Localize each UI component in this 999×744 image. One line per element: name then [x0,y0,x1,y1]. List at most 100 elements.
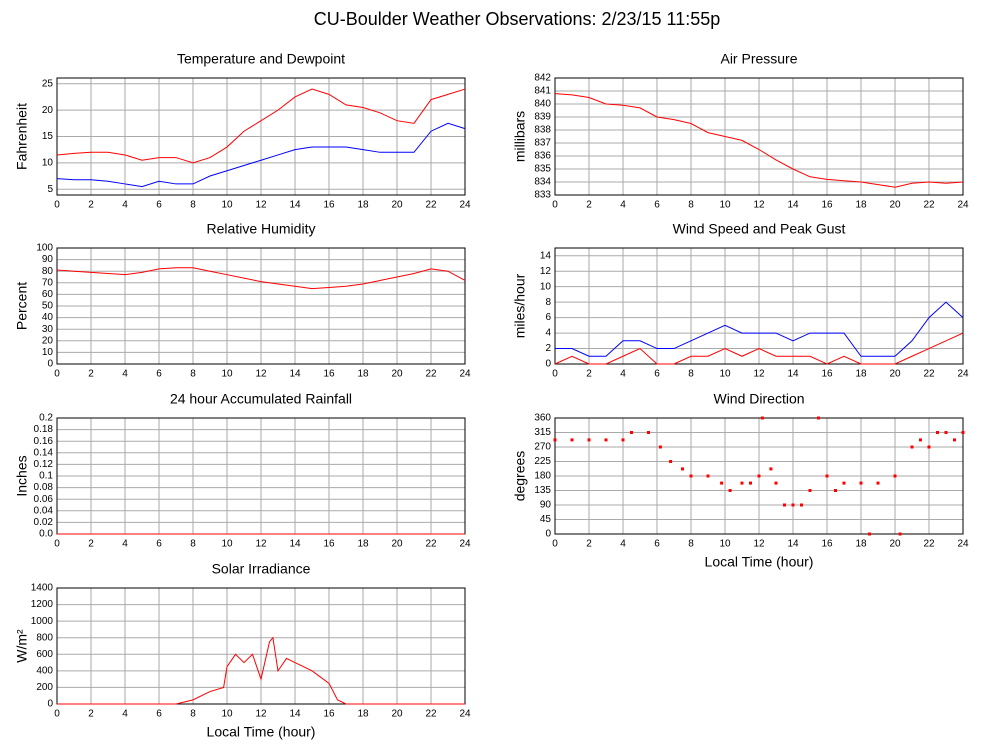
x-tick-label: 22 [425,369,437,380]
data-point [944,431,948,434]
y-axis-label: W/m² [14,629,30,663]
x-tick-label: 18 [855,539,867,550]
y-tick-label: 10 [42,347,54,358]
y-tick-label: 0.04 [34,505,54,516]
x-tick-label: 6 [654,539,660,550]
y-tick-label: 800 [36,632,53,643]
x-tick-label: 20 [391,369,403,380]
data-line [56,122,466,188]
x-tick-label: 20 [889,200,901,211]
data-point [760,416,764,420]
data-point [740,481,744,485]
x-tick-label: 0 [54,709,60,720]
x-tick-label: 0 [552,539,558,550]
data-point [791,503,795,507]
x-tick-label: 18 [855,369,867,380]
y-tick-label: 80 [42,266,54,277]
x-tick-label: 8 [190,369,196,380]
x-tick-label: 4 [620,539,626,550]
data-point [769,467,773,471]
data-point [842,481,846,485]
x-tick-label: 6 [654,200,660,211]
y-tick-label: 834 [534,177,551,188]
x-tick-label: 4 [122,539,128,550]
plot-frame [56,247,466,365]
y-tick-label: 200 [36,682,53,693]
x-axis-label: Local Time (hour) [207,724,316,740]
data-point [910,445,914,449]
y-tick-label: 15 [42,131,54,142]
x-tick-label: 16 [323,200,335,211]
chart-title: Solar Irradiance [212,561,311,577]
x-tick-label: 10 [719,369,731,380]
data-point [834,489,837,492]
data-point [553,438,557,442]
data-line [56,267,466,290]
data-point [757,474,761,478]
y-tick-label: 0.16 [34,436,54,447]
data-line [554,332,964,365]
chart-panel: Solar Irradiance W/m² Local Time (hour) 0 20… [14,561,471,740]
x-tick-label: 6 [156,369,162,380]
data-line [555,301,964,357]
y-tick-label: 25 [42,78,54,89]
x-tick-label: 18 [357,539,369,550]
data-point [898,532,902,536]
x-tick-label: 24 [957,539,969,550]
y-tick-label: 6 [545,312,551,323]
x-tick-label: 18 [357,369,369,380]
data-point [728,489,732,492]
x-tick-label: 6 [156,539,162,550]
x-tick-label: 18 [357,709,369,720]
y-tick-label: 0 [545,529,551,540]
data-point [720,481,724,485]
x-tick-label: 10 [221,709,233,720]
x-tick-label: 18 [357,200,369,211]
data-line [554,93,964,188]
data-point [630,431,633,434]
plot-frame [554,77,964,196]
y-tick-label: 841 [534,86,551,97]
x-tick-label: 16 [323,369,335,380]
plot-frame [554,417,964,535]
y-tick-label: 0.08 [34,482,54,493]
x-tick-label: 16 [323,539,335,550]
data-point [953,438,956,442]
y-tick-label: 90 [42,254,54,265]
x-tick-label: 6 [156,200,162,211]
data-point [681,467,684,471]
y-tick-label: 70 [42,277,54,288]
x-tick-label: 14 [787,369,799,380]
data-point [783,503,786,507]
x-axis-label: Local Time (hour) [705,554,814,570]
chart-panel: Wind Direction degrees Local Time (hour) 0 4… [512,391,969,570]
chart-panel: 24 hour Accumulated RainfallInches0.00.0… [14,391,471,550]
chart-title: Temperature and Dewpoint [177,51,345,67]
data-point [587,438,591,442]
x-tick-label: 24 [957,369,969,380]
x-tick-label: 2 [586,369,592,380]
x-tick-label: 16 [323,709,335,720]
x-tick-label: 2 [88,709,94,720]
y-tick-label: 100 [36,243,53,254]
y-tick-label: 1000 [31,616,54,627]
y-axis-label: Fahrenheit [14,103,30,170]
chart-panel: Temperature and Dewpoint Fahrenheit 5 10 15 2… [14,51,471,211]
y-tick-label: 837 [534,138,551,149]
data-point [859,481,863,485]
data-point [800,503,803,507]
data-point [621,438,625,442]
data-point [817,416,820,420]
y-tick-label: 0 [47,359,53,370]
data-line [57,636,465,705]
y-tick-label: 4 [545,328,551,339]
data-point [749,481,752,485]
x-tick-label: 2 [586,200,592,211]
y-axis-label: miles/hour [512,273,528,338]
x-tick-label: 22 [923,200,935,211]
y-tick-label: 833 [534,190,551,201]
y-tick-label: 600 [36,649,53,660]
data-point [658,445,662,449]
x-tick-label: 12 [753,539,765,550]
